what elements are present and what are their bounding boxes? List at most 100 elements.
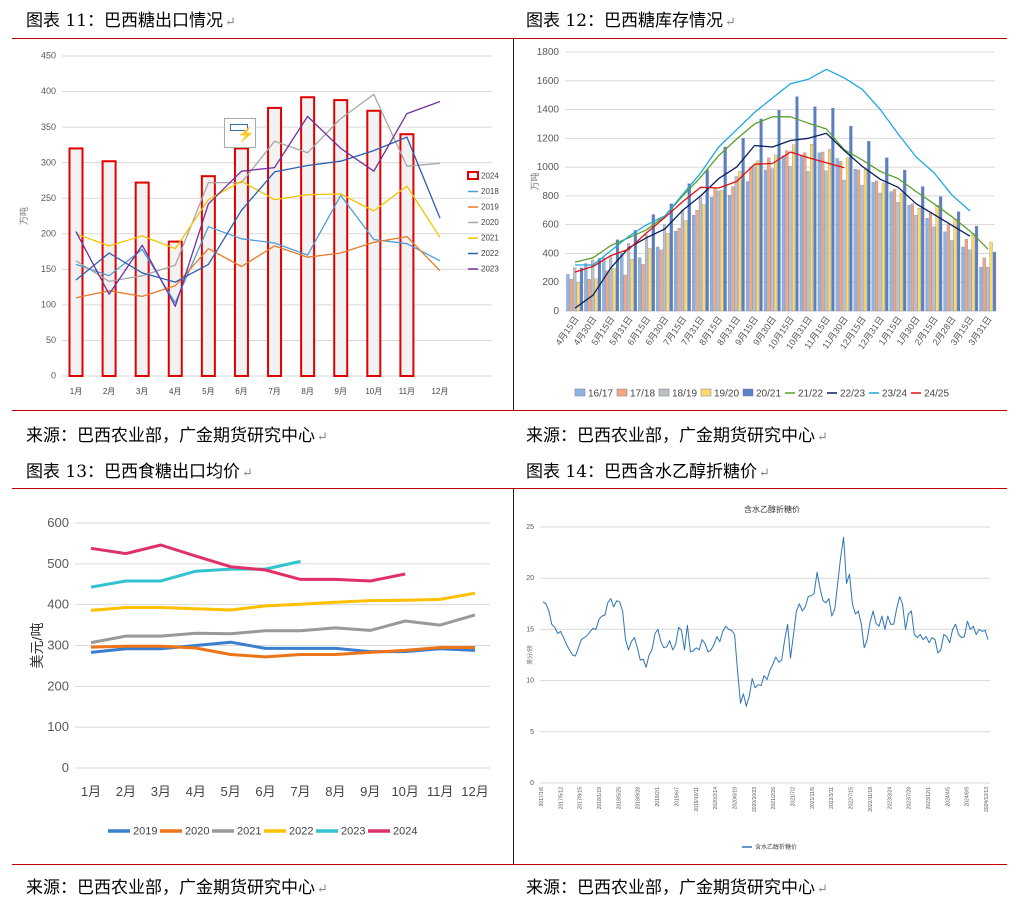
y-axis-label: 美元/吨 — [29, 623, 45, 669]
bar-17/18 — [569, 279, 573, 312]
x-tick-label: 2021/11/5 — [810, 787, 816, 809]
bar-16/17 — [781, 155, 785, 312]
legend-swatch — [742, 388, 754, 397]
bar-19/20 — [917, 207, 921, 312]
bar-2024 — [101, 160, 117, 377]
bar-17/18 — [587, 279, 591, 312]
x-tick-label: 2019/2/1 — [655, 787, 661, 807]
quick-analysis-icon — [230, 124, 248, 131]
legend-label: 2024 — [393, 826, 417, 838]
y-tick-label: 1800 — [537, 47, 560, 58]
y-tick-label: 400 — [41, 86, 56, 96]
legend-swatch — [616, 388, 628, 397]
bar-16/17 — [566, 274, 570, 312]
legend-swatch — [700, 388, 712, 397]
x-tick-label: 2017/1/6 — [539, 787, 545, 807]
x-tick-label: 2018/5/25 — [616, 787, 622, 809]
bar-19/20 — [648, 248, 652, 312]
legend-swatch — [658, 388, 670, 397]
line-series-2024 — [90, 543, 406, 583]
bar-20/21 — [992, 251, 997, 312]
bar-17/18 — [749, 166, 753, 312]
legend-label: 16/17 — [588, 388, 613, 399]
legend-label: 23/24 — [882, 388, 907, 399]
legend-label: 2019 — [481, 203, 499, 212]
bar-20/21 — [615, 239, 619, 312]
y-tick-label: 0 — [530, 780, 534, 787]
bar-20/21 — [579, 267, 584, 312]
legend-label: 2020 — [481, 218, 499, 227]
bar-16/17 — [943, 231, 947, 312]
caption-chart-12: 图表 12：巴西糖库存情况 ↵ — [526, 6, 736, 31]
bar-18/19 — [806, 171, 810, 312]
bar-17/18 — [892, 189, 897, 312]
line-series-22/23 — [574, 132, 971, 309]
y-tick-label: 100 — [47, 719, 69, 734]
x-tick-label: 9月 — [335, 387, 347, 396]
caption-chart-14: 图表 14：巴西含水乙醇折糖价 ↵ — [526, 457, 770, 482]
caption-text: 图表 14：巴西含水乙醇折糖价 — [526, 462, 758, 482]
paragraph-mark-icon: ↵ — [317, 430, 328, 445]
brazil-sugar-export-price-chart: 0 100 200 300 400 500 600 美元/吨 1月 2月 3月 4月 5月 6月 7月 8月 9… — [29, 515, 490, 838]
chart-title: 含水乙醇折糖价 — [744, 504, 800, 514]
bar-19/20 — [630, 259, 634, 312]
divider — [513, 38, 514, 410]
divider — [12, 864, 1007, 865]
y-tick-label: 200 — [542, 277, 559, 288]
y-tick-label: 200 — [41, 228, 56, 238]
legend-label: 2021 — [237, 826, 261, 838]
bar-2024 — [333, 99, 349, 377]
x-tick-label: 2024/4/5 — [945, 787, 951, 807]
x-tick-label: 2023/7/28 — [907, 787, 913, 809]
bar-18/19 — [591, 259, 595, 312]
line-series-23/24 — [575, 68, 971, 266]
y-tick-label: 10 — [526, 678, 534, 685]
bar-18/19 — [644, 234, 649, 312]
legend-label: 2020 — [185, 826, 209, 838]
line-series-2018 — [75, 194, 441, 304]
bar-19/20 — [881, 182, 885, 312]
line-series-2021 — [90, 613, 476, 645]
x-tick-label: 2021/2/26 — [771, 787, 777, 809]
x-tick-label: 5月 — [202, 387, 214, 396]
source-note: 来源：巴西农业部，广金期货研究中心 ↵ — [526, 873, 828, 898]
line-series-2022 — [90, 591, 476, 612]
bar-20/21 — [974, 225, 979, 312]
bar-16/17 — [979, 266, 983, 312]
x-tick-label: 2月 — [103, 387, 115, 396]
bar-20/21 — [795, 96, 799, 312]
bar-16/17 — [692, 215, 696, 312]
x-tick-label: 2018/9/28 — [636, 787, 642, 809]
y-tick-label: 50 — [46, 335, 56, 345]
bar-17/18 — [857, 169, 861, 312]
bar-17/18 — [875, 180, 879, 312]
bar-17/18 — [641, 264, 645, 312]
bar-2024 — [366, 109, 382, 377]
bar-20/21 — [741, 138, 745, 312]
bar-16/17 — [835, 158, 839, 312]
bar-18/19 — [573, 267, 577, 312]
line-series-2020 — [75, 93, 441, 283]
x-tick-label: 12月 — [432, 387, 449, 396]
source-note: 来源：巴西农业部，广金期货研究中心 ↵ — [26, 873, 328, 898]
y-tick-label: 350 — [41, 122, 56, 132]
bar-18/19 — [824, 170, 828, 312]
bar-17/18 — [803, 152, 807, 312]
x-tick-label: 2020/6/19 — [732, 787, 738, 809]
divider — [513, 488, 514, 864]
bar-16/17 — [638, 257, 642, 312]
bar-20/21 — [867, 141, 871, 312]
quick-analysis-button[interactable]: ⚡ — [224, 118, 256, 148]
bar-20/21 — [885, 157, 889, 312]
x-tick-label: 11月 — [399, 387, 415, 396]
x-tick-label: 2022/3/11 — [829, 787, 835, 809]
y-tick-label: 1000 — [537, 162, 560, 173]
bar-18/19 — [680, 210, 684, 312]
lightning-icon: ⚡ — [237, 127, 255, 143]
bar-16/17 — [763, 169, 767, 312]
bar-19/20 — [612, 268, 616, 312]
paragraph-mark-icon: ↵ — [725, 15, 736, 30]
bar-19/20 — [989, 241, 993, 312]
y-tick-label: 1400 — [537, 105, 560, 116]
